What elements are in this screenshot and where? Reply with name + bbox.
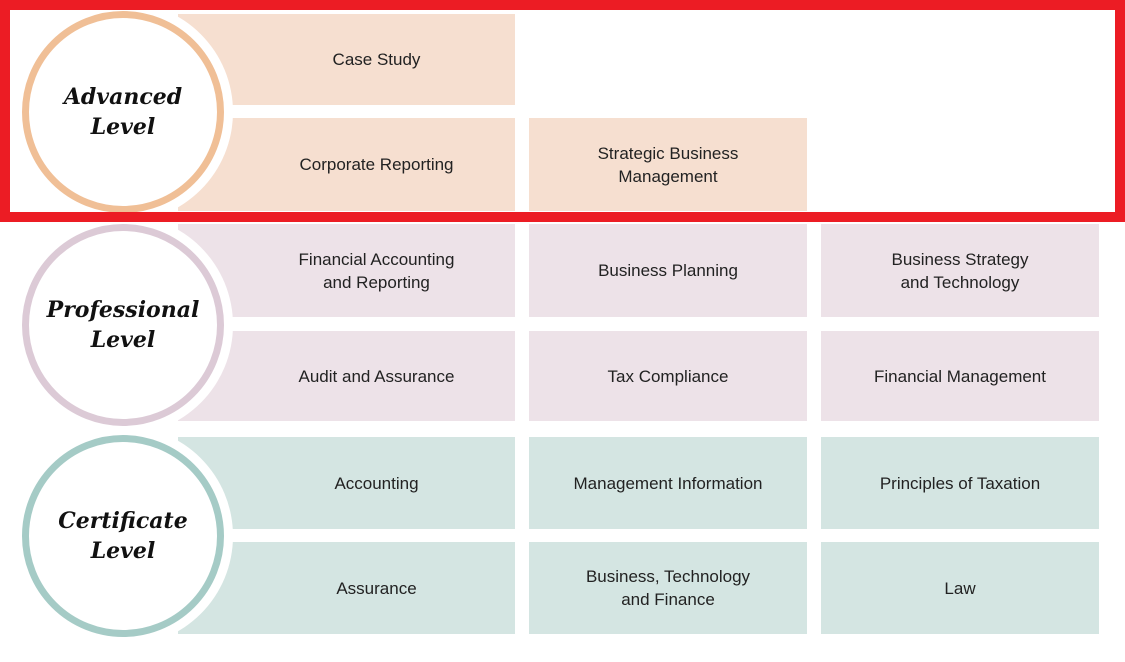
- module-business-planning: Business Planning: [529, 224, 807, 317]
- module-financial-accounting-reporting: Financial Accounting and Reporting: [178, 224, 515, 317]
- module-corporate-reporting: Corporate Reporting: [178, 118, 515, 211]
- module-tax-compliance: Tax Compliance: [529, 331, 807, 421]
- module-business-strategy-technology: Business Strategy and Technology: [821, 224, 1099, 317]
- module-audit-assurance: Audit and Assurance: [178, 331, 515, 421]
- certificate-level-badge: Certificate Level: [22, 435, 224, 637]
- module-financial-management: Financial Management: [821, 331, 1099, 421]
- professional-level-badge: Professional Level: [22, 224, 224, 426]
- module-assurance: Assurance: [178, 542, 515, 634]
- module-principles-of-taxation: Principles of Taxation: [821, 437, 1099, 529]
- module-management-information: Management Information: [529, 437, 807, 529]
- module-accounting: Accounting: [178, 437, 515, 529]
- module-case-study: Case Study: [178, 14, 515, 105]
- module-strategic-business-management: Strategic Business Management: [529, 118, 807, 211]
- module-law: Law: [821, 542, 1099, 634]
- advanced-level-badge: Advanced Level: [22, 11, 224, 213]
- module-business-technology-finance: Business, Technology and Finance: [529, 542, 807, 634]
